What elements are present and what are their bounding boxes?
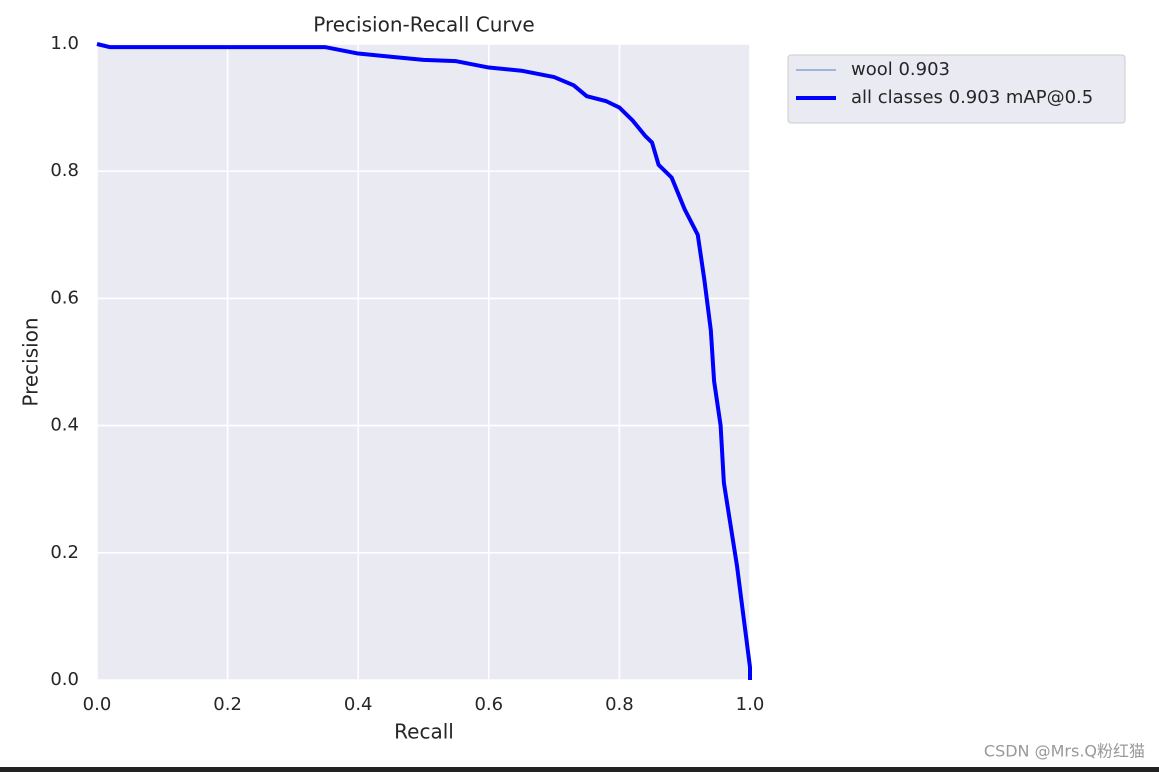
y-tick-label: 0.0 xyxy=(50,669,79,690)
chart-title: Precision-Recall Curve xyxy=(313,13,534,37)
x-axis-label: Recall xyxy=(394,720,454,744)
y-tick-label: 0.4 xyxy=(50,415,79,436)
x-tick-label: 0.4 xyxy=(344,694,373,715)
watermark: CSDN @Mrs.Q粉红猫 xyxy=(984,742,1145,761)
x-tick-label: 0.2 xyxy=(213,694,242,715)
y-tick-label: 1.0 xyxy=(50,33,79,54)
y-axis-label: Precision xyxy=(19,317,43,406)
legend-label: wool 0.903 xyxy=(851,59,950,80)
legend-label: all classes 0.903 mAP@0.5 xyxy=(851,87,1093,108)
x-tick-label: 0.0 xyxy=(83,694,112,715)
x-tick-label: 0.8 xyxy=(605,694,634,715)
plot-area xyxy=(97,44,750,680)
legend-box xyxy=(787,54,1126,124)
y-tick-label: 0.2 xyxy=(50,542,79,563)
x-tick-label: 0.6 xyxy=(474,694,503,715)
x-tick-label: 1.0 xyxy=(736,694,765,715)
y-tick-label: 0.8 xyxy=(50,160,79,181)
series-line xyxy=(96,42,752,680)
y-tick-label: 0.6 xyxy=(50,287,79,308)
bottom-border xyxy=(0,767,1159,772)
